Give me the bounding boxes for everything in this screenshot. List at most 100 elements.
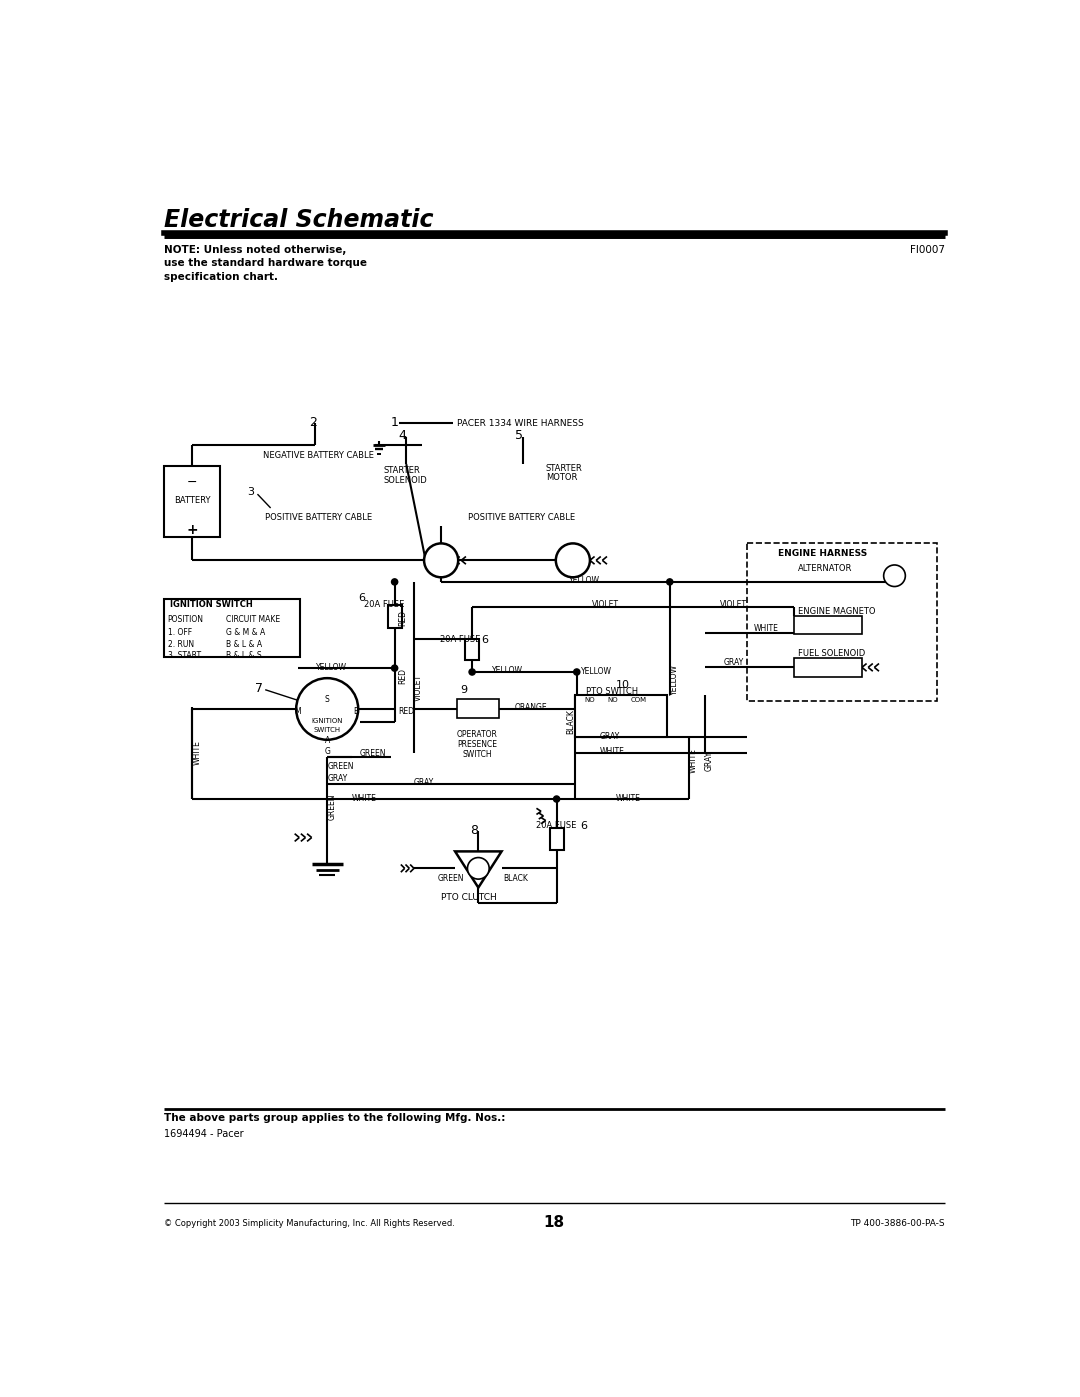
Text: FUEL SOLENOID: FUEL SOLENOID <box>798 648 865 658</box>
Text: S: S <box>325 696 329 704</box>
Text: 20A FUSE: 20A FUSE <box>440 636 480 644</box>
Text: 3: 3 <box>247 488 255 497</box>
Text: ALTERNATOR: ALTERNATOR <box>798 564 852 573</box>
Text: A: A <box>325 736 329 745</box>
Text: Electrical Schematic: Electrical Schematic <box>164 208 434 232</box>
Text: OPERATOR: OPERATOR <box>457 729 498 739</box>
Text: POSITION: POSITION <box>167 615 203 624</box>
Bar <box>457 698 499 718</box>
Text: SWITCH: SWITCH <box>462 750 492 759</box>
Text: TP 400-3886-00-PA-S: TP 400-3886-00-PA-S <box>850 1218 945 1228</box>
Text: ENGINE HARNESS: ENGINE HARNESS <box>779 549 867 557</box>
Bar <box>794 616 862 634</box>
Text: IGNITION SWITCH: IGNITION SWITCH <box>170 601 253 609</box>
Text: GRAY: GRAY <box>724 658 744 668</box>
Text: NEGATIVE BATTERY CABLE: NEGATIVE BATTERY CABLE <box>262 451 374 460</box>
Text: 6: 6 <box>359 594 365 604</box>
Circle shape <box>469 669 475 675</box>
Text: SOLENOID: SOLENOID <box>383 475 427 485</box>
Text: GREEN: GREEN <box>327 793 336 820</box>
Text: WHITE: WHITE <box>754 624 779 633</box>
Circle shape <box>468 858 489 879</box>
Bar <box>465 638 480 661</box>
Text: STARTER: STARTER <box>383 467 420 475</box>
Text: G: G <box>324 746 330 756</box>
Text: PTO CLUTCH: PTO CLUTCH <box>441 893 497 902</box>
Text: FI0007: FI0007 <box>909 244 945 254</box>
Text: B: B <box>353 707 359 715</box>
Circle shape <box>424 543 458 577</box>
Text: COM: COM <box>631 697 647 704</box>
Text: BLACK: BLACK <box>566 710 576 735</box>
Bar <box>576 696 666 738</box>
Bar <box>388 605 402 629</box>
Text: B & L & S: B & L & S <box>227 651 262 661</box>
Text: VIOLET: VIOLET <box>592 601 619 609</box>
Circle shape <box>883 564 905 587</box>
Circle shape <box>296 678 359 740</box>
Text: 3. START: 3. START <box>167 651 201 661</box>
Text: G & M & A: G & M & A <box>227 629 266 637</box>
Text: specification chart.: specification chart. <box>164 272 279 282</box>
Text: 18: 18 <box>543 1215 564 1229</box>
Text: GRAY: GRAY <box>600 732 620 740</box>
Text: 2: 2 <box>309 415 318 429</box>
Text: YELLOW: YELLOW <box>569 576 600 585</box>
Text: CIRCUIT MAKE: CIRCUIT MAKE <box>227 615 281 624</box>
Text: NO: NO <box>608 697 619 704</box>
Text: 20A FUSE: 20A FUSE <box>364 601 404 609</box>
Text: The above parts group applies to the following Mfg. Nos.:: The above parts group applies to the fol… <box>164 1113 505 1123</box>
Text: BATTERY: BATTERY <box>174 496 211 506</box>
Text: PRESENCE: PRESENCE <box>458 740 498 749</box>
Text: 6: 6 <box>482 636 488 645</box>
Text: WHITE: WHITE <box>192 740 201 766</box>
Circle shape <box>666 578 673 585</box>
Text: SWITCH: SWITCH <box>313 726 341 732</box>
Text: MOTOR: MOTOR <box>545 474 577 482</box>
Text: PACER 1334 WIRE HARNESS: PACER 1334 WIRE HARNESS <box>457 419 583 429</box>
Text: 5: 5 <box>515 429 523 443</box>
Text: GRAY: GRAY <box>414 778 434 788</box>
Text: BLACK: BLACK <box>503 875 528 883</box>
Text: VIOLET: VIOLET <box>720 601 747 609</box>
Bar <box>550 828 564 849</box>
Text: RED: RED <box>399 707 415 715</box>
Text: 6: 6 <box>581 820 588 831</box>
Circle shape <box>573 669 580 675</box>
Text: IGNITION: IGNITION <box>311 718 343 724</box>
Text: ENGINE MAGNETO: ENGINE MAGNETO <box>798 606 875 616</box>
Text: WHITE: WHITE <box>352 793 377 803</box>
Circle shape <box>392 578 397 585</box>
Text: GREEN: GREEN <box>327 763 354 771</box>
Text: STARTER: STARTER <box>545 464 582 474</box>
Polygon shape <box>455 851 501 887</box>
Bar <box>164 467 220 538</box>
Text: GRAY: GRAY <box>704 750 714 771</box>
Text: WHITE: WHITE <box>689 749 698 773</box>
Circle shape <box>554 796 559 802</box>
Text: RED: RED <box>399 610 407 626</box>
Text: M: M <box>295 707 301 715</box>
Text: 1: 1 <box>391 416 399 429</box>
Text: 9: 9 <box>460 685 468 696</box>
Text: use the standard hardware torque: use the standard hardware torque <box>164 258 367 268</box>
Text: 4: 4 <box>399 429 406 443</box>
Bar <box>164 599 300 658</box>
Circle shape <box>556 543 590 577</box>
Text: GRAY: GRAY <box>327 774 348 784</box>
Text: YELLOW: YELLOW <box>491 666 523 675</box>
Text: WHITE: WHITE <box>616 793 640 803</box>
Text: 20A FUSE: 20A FUSE <box>537 820 577 830</box>
Text: 8: 8 <box>471 824 478 837</box>
Text: YELLOW: YELLOW <box>315 662 347 672</box>
Text: WHITE: WHITE <box>600 747 625 756</box>
Text: 2. RUN: 2. RUN <box>167 640 193 650</box>
Bar <box>747 543 937 701</box>
Text: GREEN: GREEN <box>437 875 463 883</box>
Text: 1694494 - Pacer: 1694494 - Pacer <box>164 1129 244 1139</box>
Text: B & L & A: B & L & A <box>227 640 262 650</box>
Circle shape <box>392 665 397 671</box>
Text: GREEN: GREEN <box>360 749 387 759</box>
Text: ORANGE: ORANGE <box>515 703 548 712</box>
Text: 10: 10 <box>616 680 630 690</box>
